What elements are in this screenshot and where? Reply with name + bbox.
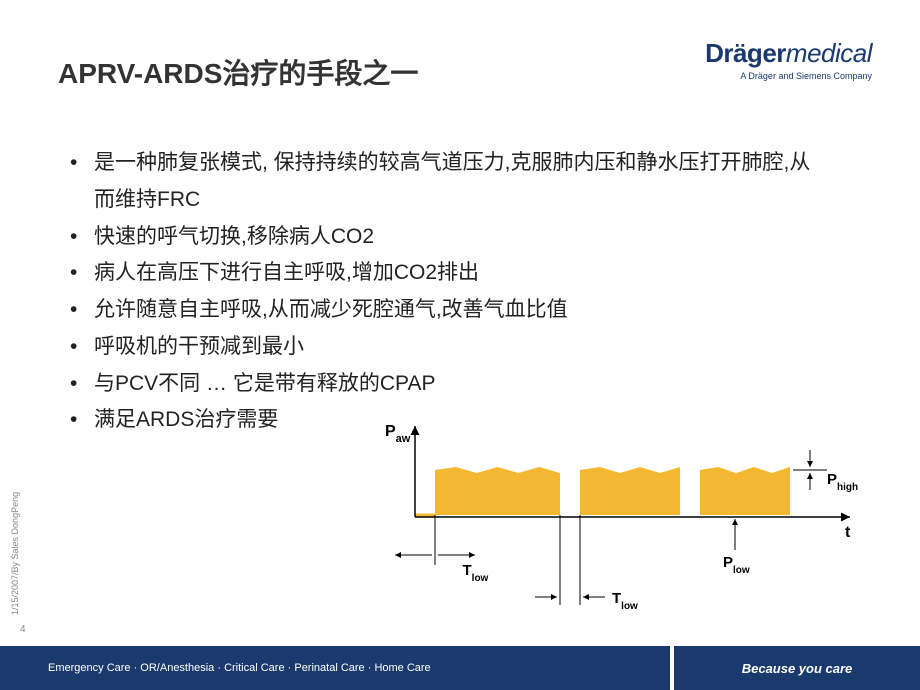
bullet-item: 病人在高压下进行自主呼吸,增加CO2排出 xyxy=(70,255,830,292)
footer-right: Because you care xyxy=(670,646,920,690)
bullet-item: 呼吸机的干预减到最小 xyxy=(70,329,830,366)
aprv-waveform-chart: Paw t Phigh Plow Tlow Tlow xyxy=(375,420,885,620)
footer-bar: Emergency Care · OR/Anesthesia · Critica… xyxy=(0,646,920,690)
slide-title: APRV-ARDS治疗的手段之一 xyxy=(58,52,418,92)
svg-text:Paw: Paw xyxy=(385,423,411,445)
svg-text:Tlow: Tlow xyxy=(463,562,489,584)
side-date-author: 1/15/2007/By Sales DongPeng xyxy=(10,492,20,615)
bullet-item: 允许随意自主呼吸,从而减少死腔通气,改善气血比值 xyxy=(70,292,830,329)
svg-text:Phigh: Phigh xyxy=(827,471,858,493)
logo-light: medical xyxy=(786,38,872,68)
svg-text:t: t xyxy=(845,524,851,541)
logo-sub: A Dräger and Siemens Company xyxy=(705,71,872,81)
svg-text:Plow: Plow xyxy=(723,554,750,576)
bullet-item: 快速的呼气切换,移除病人CO2 xyxy=(70,219,830,256)
brand-logo: Drägermedical A Dräger and Siemens Compa… xyxy=(705,38,872,81)
bullet-list: 是一种肺复张模式, 保持持续的较高气道压力,克服肺内压和静水压打开肺腔,从而维持… xyxy=(70,145,830,439)
logo-bold: Dräger xyxy=(705,38,786,68)
svg-text:Tlow: Tlow xyxy=(612,590,638,612)
footer-left: Emergency Care · OR/Anesthesia · Critica… xyxy=(0,646,670,690)
bullet-item: 与PCV不同 … 它是带有释放的CPAP xyxy=(70,366,830,403)
bullet-item: 是一种肺复张模式, 保持持续的较高气道压力,克服肺内压和静水压打开肺腔,从而维持… xyxy=(70,145,830,219)
slide: APRV-ARDS治疗的手段之一 Drägermedical A Dräger … xyxy=(0,0,920,690)
page-number: 4 xyxy=(20,624,26,635)
logo-main: Drägermedical xyxy=(705,38,872,69)
